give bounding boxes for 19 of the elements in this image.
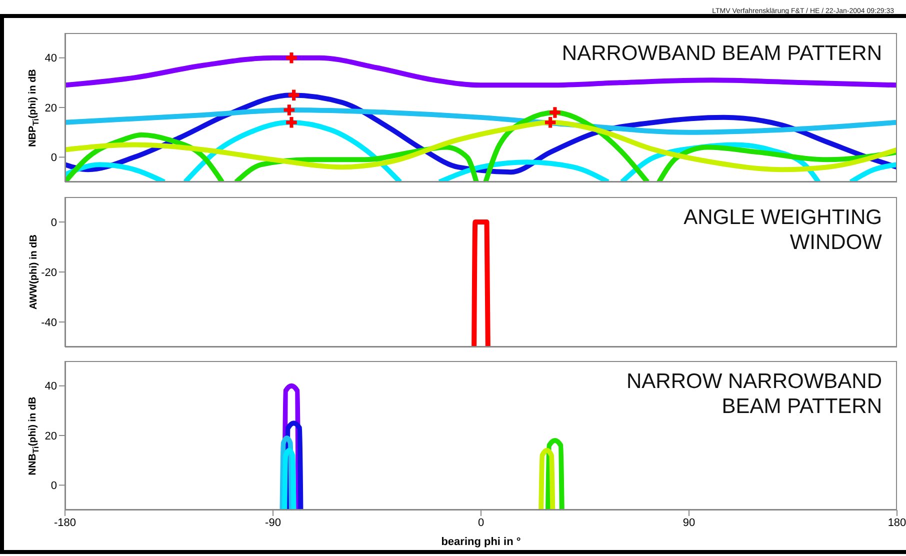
x-tick-label: 180 xyxy=(888,516,906,529)
y-tick-label: 40 xyxy=(44,52,57,65)
y-axis-title: AWW(phi) in dB xyxy=(28,234,40,310)
y-tick-label: 20 xyxy=(44,430,57,442)
text: ANGLE WEIGHTING WINDOW xyxy=(684,205,882,255)
x-axis-title: bearing phi in ° xyxy=(440,536,522,548)
x-tick-label: 0 xyxy=(478,516,484,529)
y-tick-label: 0 xyxy=(50,480,57,492)
text: NARROW NARROWBAND BEAM PATTERN xyxy=(626,369,882,419)
y-tick-label: 40 xyxy=(44,380,57,393)
x-tick-label: 90 xyxy=(682,516,696,529)
y-tick-label: 0 xyxy=(50,216,57,229)
y-tick-label: 0 xyxy=(50,152,57,164)
y-tick-label: -40 xyxy=(41,316,57,329)
x-tick-label: -90 xyxy=(265,516,281,529)
y-tick-label: 20 xyxy=(44,102,57,114)
x-tick-label: -180 xyxy=(54,516,76,529)
chart-title: NARROWBAND BEAM PATTERN xyxy=(562,41,882,66)
y-tick-label: -20 xyxy=(41,266,57,279)
